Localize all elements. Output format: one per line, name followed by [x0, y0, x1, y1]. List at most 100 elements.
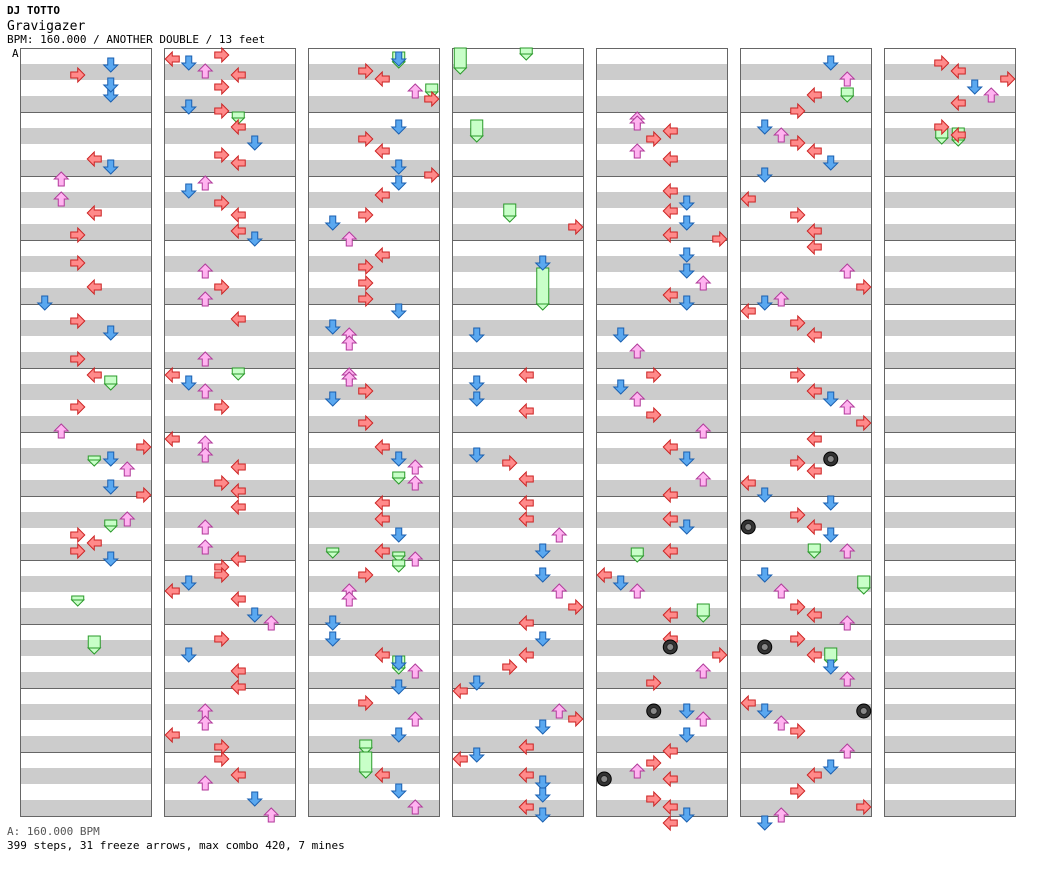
beat-stripe: [740, 416, 872, 432]
step-arrow-red: [214, 102, 230, 120]
step-arrow-blue: [678, 247, 695, 263]
step-arrow-red: [662, 150, 678, 168]
step-arrow-red: [230, 222, 246, 240]
step-arrow-red: [740, 694, 756, 712]
step-arrow-pink: [53, 191, 70, 207]
freeze-arrow-tail: [391, 477, 406, 485]
step-arrow-red: [934, 118, 950, 136]
beat-stripe: [308, 416, 440, 432]
beat-stripe: [596, 192, 728, 208]
beat-stripe: [596, 640, 728, 656]
step-arrow-red: [86, 150, 102, 168]
step-arrow-red: [518, 646, 534, 664]
step-arrow-red: [230, 206, 246, 224]
freeze-arrow: [104, 375, 118, 385]
step-arrow-red: [374, 246, 390, 264]
beat-stripe: [884, 544, 1016, 560]
step-arrow-red: [70, 542, 86, 560]
step-arrow-blue: [678, 295, 695, 311]
step-arrow-red: [790, 630, 806, 648]
column-border: [452, 48, 584, 817]
step-arrow-red: [646, 366, 662, 384]
beat-stripe: [308, 384, 440, 400]
beat-stripe: [20, 416, 152, 432]
step-arrow-red: [214, 398, 230, 416]
beat-stripe: [20, 640, 152, 656]
step-arrow-red: [374, 142, 390, 160]
column-border: [596, 48, 728, 817]
beat-stripe: [884, 704, 1016, 720]
beat-stripe: [884, 256, 1016, 272]
step-arrow-red: [358, 62, 374, 80]
beat-stripe: [452, 448, 584, 464]
beat-stripe: [452, 512, 584, 528]
step-arrow-red: [790, 598, 806, 616]
beat-stripe: [452, 352, 584, 368]
beat-stripe: [164, 704, 296, 720]
step-arrow-red: [214, 750, 230, 768]
freeze-arrow: [470, 119, 484, 137]
step-arrow-red: [790, 314, 806, 332]
step-arrow-blue: [390, 159, 407, 175]
step-arrow-blue: [756, 167, 773, 183]
beat-stripe: [20, 544, 152, 560]
beat-stripe: [452, 160, 584, 176]
beat-stripe: [308, 256, 440, 272]
beat-stripe: [596, 96, 728, 112]
beat-stripe: [596, 480, 728, 496]
beat-stripe: [884, 352, 1016, 368]
step-arrow-red: [662, 742, 678, 760]
beat-stripe: [452, 544, 584, 560]
beat-stripe: [164, 736, 296, 752]
step-arrow-red: [646, 406, 662, 424]
step-arrow-pink: [773, 715, 790, 731]
beat-stripe: [884, 128, 1016, 144]
beat-stripe: [884, 640, 1016, 656]
beat-stripe: [20, 96, 152, 112]
step-arrow-blue: [822, 659, 839, 675]
beat-stripe: [884, 224, 1016, 240]
beat-stripe: [596, 64, 728, 80]
beat-stripe: [740, 480, 872, 496]
step-arrow-red: [712, 646, 728, 664]
beat-stripe: [164, 320, 296, 336]
step-arrow-blue: [612, 575, 629, 591]
beat-stripe: [20, 608, 152, 624]
step-arrow-blue: [822, 495, 839, 511]
step-arrow-pink: [773, 807, 790, 823]
beat-stripe: [308, 576, 440, 592]
step-arrow-red: [374, 510, 390, 528]
step-arrow-pink: [695, 711, 712, 727]
step-arrow-red: [86, 366, 102, 384]
beat-stripe: [20, 288, 152, 304]
beat-stripe: [164, 416, 296, 432]
freeze-arrow-tail: [630, 555, 645, 563]
step-arrow-blue: [180, 99, 197, 115]
step-arrow-red: [164, 430, 180, 448]
mine-core: [859, 707, 868, 715]
mine-core: [600, 775, 609, 783]
step-arrow-red: [806, 766, 822, 784]
beat-stripe: [596, 416, 728, 432]
freeze-arrow: [359, 751, 373, 773]
beat-stripe: [308, 288, 440, 304]
freeze-arrow: [359, 739, 373, 749]
step-arrow-red: [856, 798, 872, 816]
step-arrow-blue: [612, 327, 629, 343]
step-arrow-red: [230, 662, 246, 680]
beat-stripe: [884, 96, 1016, 112]
step-arrow-red: [358, 382, 374, 400]
freeze-arrow-tail: [325, 551, 340, 559]
step-arrow-pink: [839, 71, 856, 87]
step-arrow-red: [518, 366, 534, 384]
freeze-arrow-tail: [358, 771, 373, 779]
beat-stripe: [884, 576, 1016, 592]
step-arrow-red: [662, 286, 678, 304]
step-arrow-red: [806, 142, 822, 160]
step-arrow-red: [712, 230, 728, 248]
beat-stripe: [308, 768, 440, 784]
beat-stripe: [884, 448, 1016, 464]
freeze-arrow: [840, 87, 854, 97]
beat-stripe: [740, 384, 872, 400]
beat-stripe: [20, 736, 152, 752]
